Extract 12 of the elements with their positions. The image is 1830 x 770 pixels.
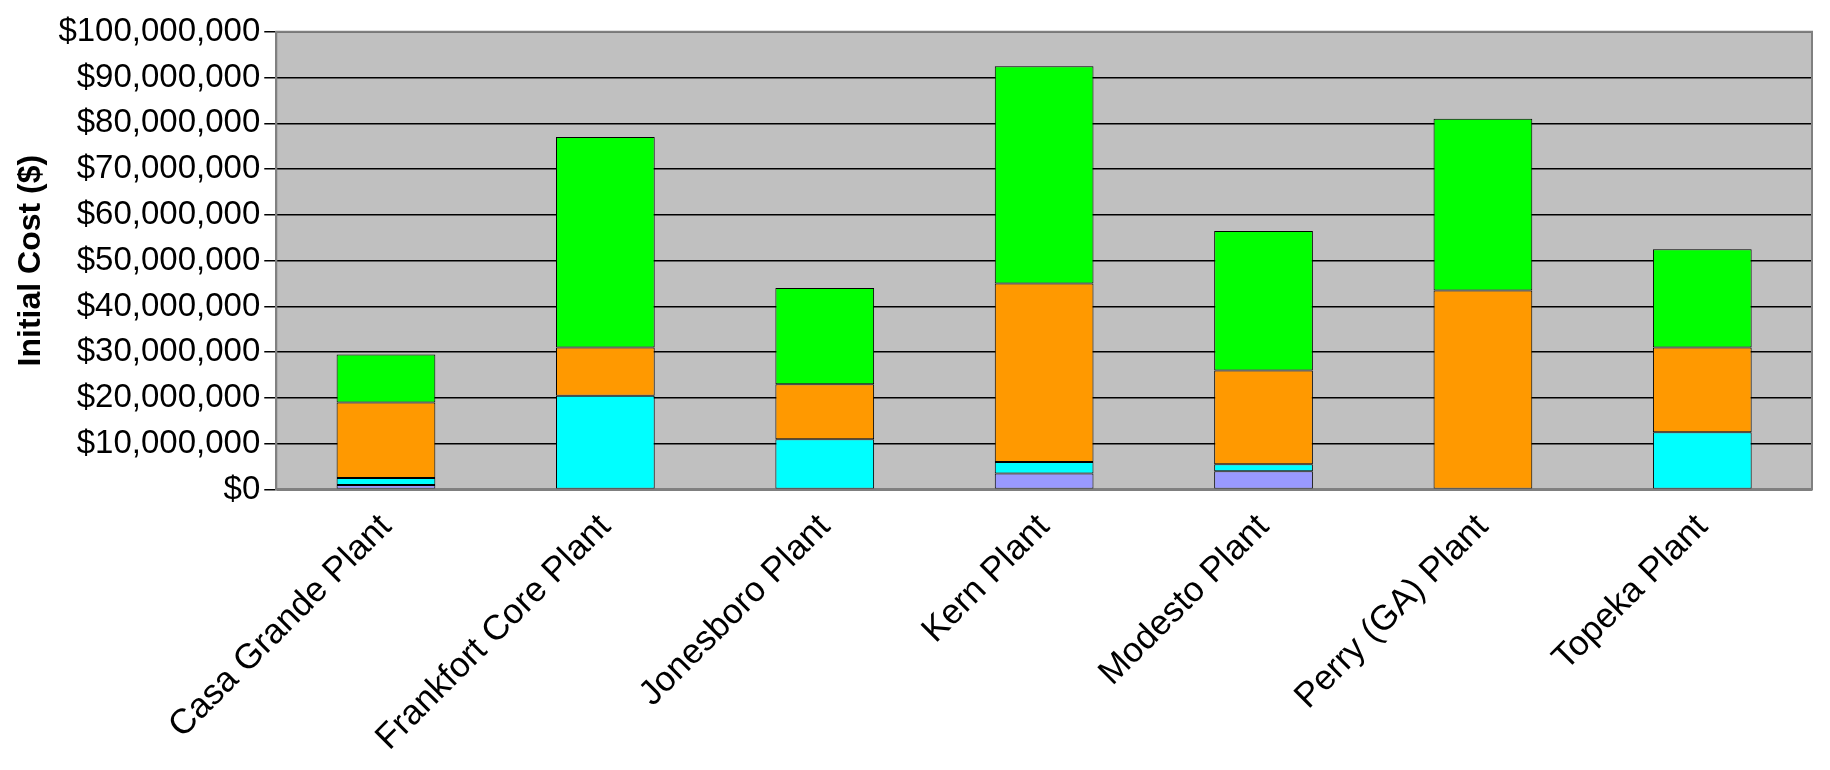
y-tick-label: $50,000,000 [76, 239, 261, 277]
y-tick-label: $20,000,000 [76, 377, 261, 415]
y-tick-label: $60,000,000 [76, 193, 261, 231]
y-tick-label: $40,000,000 [76, 285, 261, 323]
y-tick-label: $100,000,000 [58, 10, 261, 48]
y-tick-label: $30,000,000 [76, 331, 261, 369]
y-axis-title: Initial Cost ($) [11, 154, 48, 367]
y-tick-label: $90,000,000 [76, 56, 261, 94]
y-tick-label: $80,000,000 [76, 102, 261, 140]
y-tick-label: $0 [223, 468, 261, 506]
y-tick-label: $10,000,000 [76, 422, 261, 460]
y-tick-label: $70,000,000 [76, 148, 261, 186]
